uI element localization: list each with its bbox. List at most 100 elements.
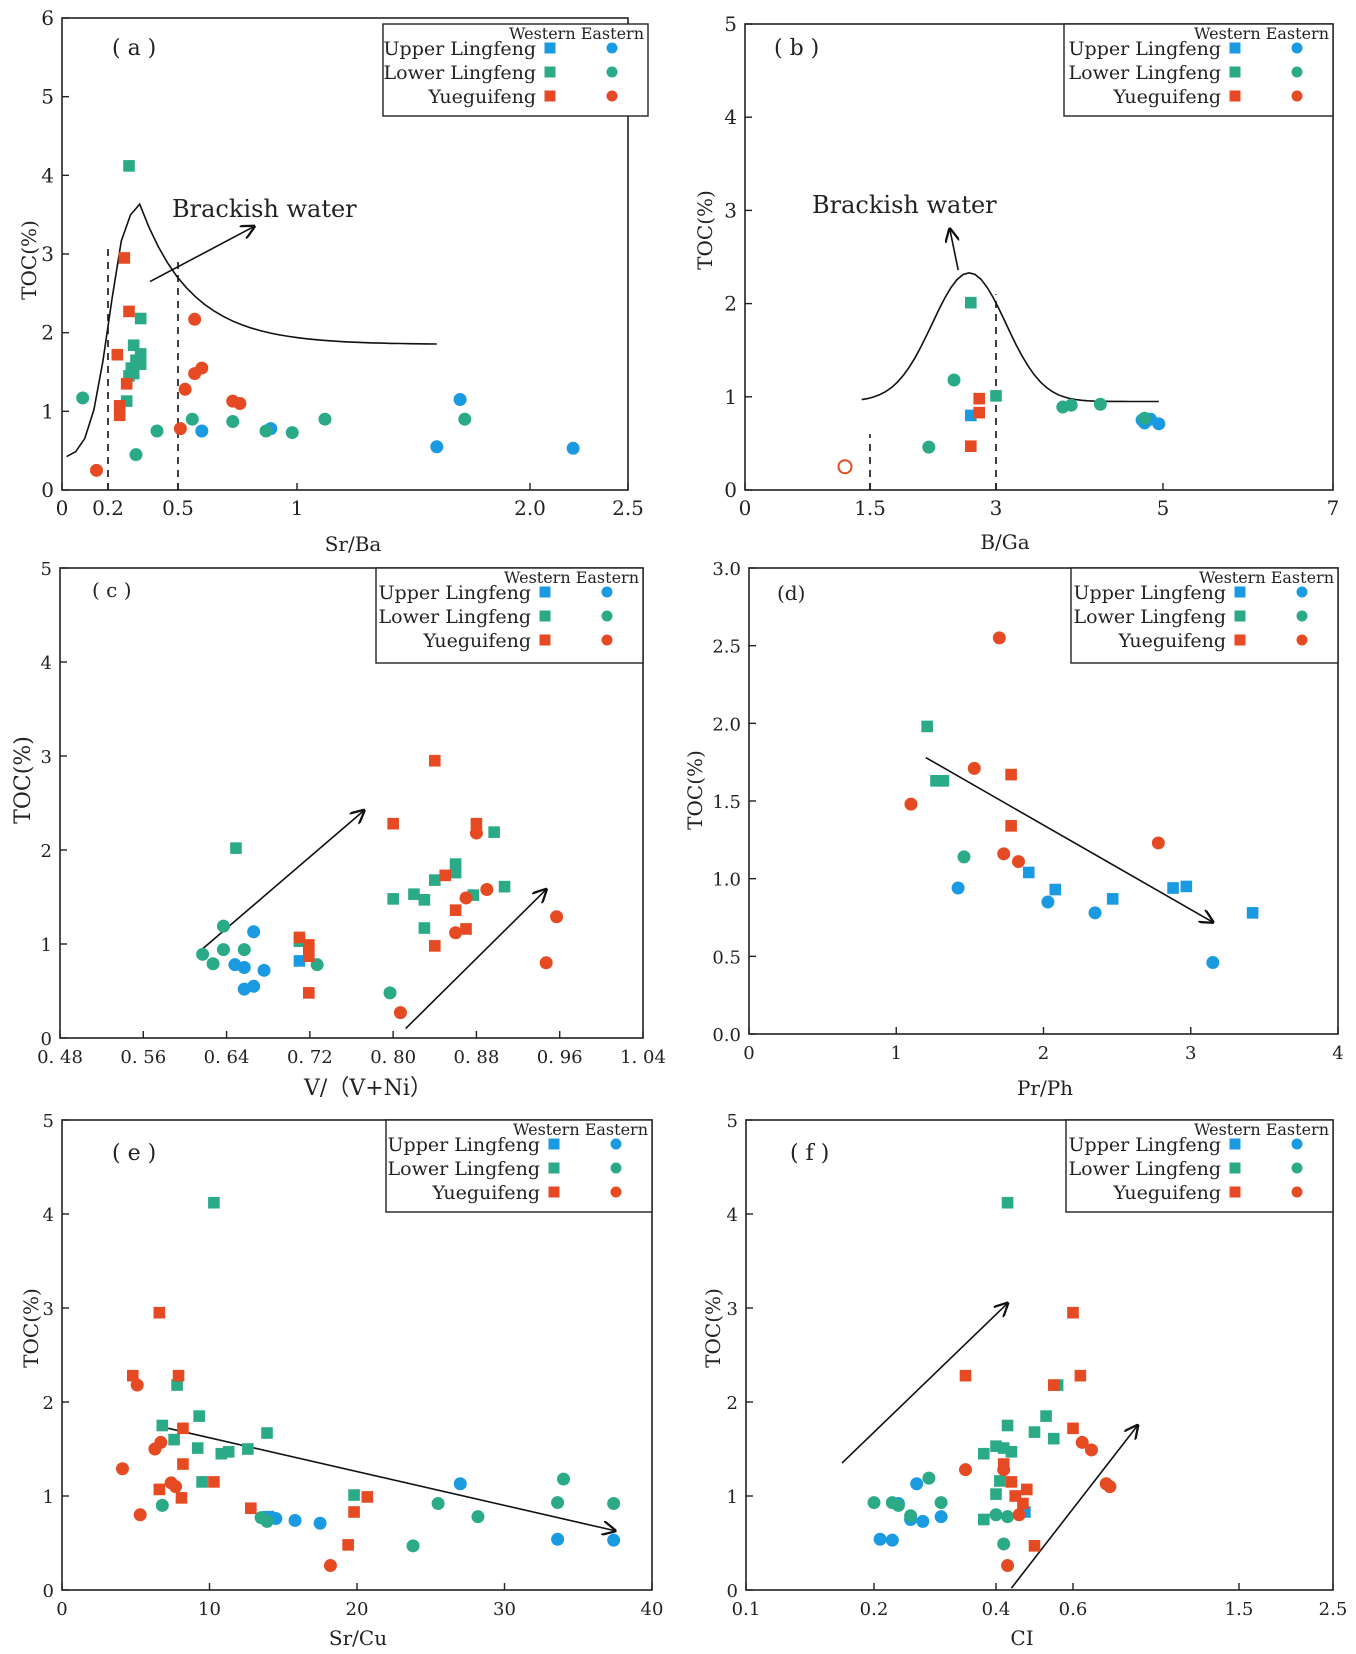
point-yue-eastern [188, 312, 202, 326]
y-tick-label: 3 [41, 242, 54, 266]
point-lower-eastern [471, 1510, 485, 1524]
point-upper-eastern [247, 925, 261, 939]
legend-marker-eastern [601, 610, 613, 622]
legend-box [1063, 23, 1334, 117]
point-yue-western [460, 923, 472, 935]
y-axis-label: TOC(%) [19, 1288, 43, 1368]
legend-marker-western [1229, 42, 1241, 54]
x-tick-label: 0 [743, 1043, 754, 1064]
legend-marker-western [548, 1162, 560, 1174]
legend-header: Western Eastern [509, 24, 644, 43]
x-tick-label: 1.5 [854, 496, 886, 520]
x-tick-label: 2.0 [514, 496, 546, 520]
plot-frame [59, 567, 644, 1039]
legend-marker-western [1229, 1186, 1241, 1198]
legend-marker-western [544, 66, 556, 78]
point-lower-eastern [318, 412, 332, 426]
point-lower-western [467, 889, 480, 901]
point-upper-eastern [1152, 417, 1166, 431]
x-tick-label: 0. 96 [537, 1047, 583, 1068]
point-lower-western [193, 1410, 205, 1422]
point-upper-eastern [257, 963, 271, 977]
legend-marker-western [1234, 610, 1246, 622]
point-upper-eastern [237, 961, 251, 974]
legend-marker-western [1229, 1162, 1241, 1174]
point-yue-eastern [459, 891, 473, 905]
x-tick-label: 0.5 [162, 496, 194, 520]
point-yue-western [428, 940, 441, 952]
point-yue-western [120, 378, 133, 390]
point-upper-eastern [1088, 906, 1102, 920]
x-tick-label: 1.5 [1225, 1599, 1254, 1620]
point-yue-western [177, 1458, 189, 1470]
legend-label: Lower Lingfeng [384, 62, 536, 84]
x-axis-label: Sr/Ba [325, 532, 382, 556]
point-upper-eastern [873, 1532, 887, 1546]
x-tick-label: 1 [891, 1043, 902, 1064]
legend-marker-western [1229, 66, 1241, 78]
point-lower-western [449, 866, 462, 879]
trend-arrow [925, 756, 1213, 923]
legend-marker-eastern [1296, 610, 1308, 622]
point-yue-western [245, 1502, 257, 1515]
legend-label: Yueguifeng [1112, 86, 1221, 108]
y-tick-label: 2 [724, 292, 737, 316]
y-tick-label: 3 [727, 1299, 738, 1320]
x-tick-label: 0.2 [92, 496, 124, 520]
point-lower-western [937, 775, 950, 787]
point-lower-eastern [260, 1514, 274, 1528]
point-yue-western [177, 1422, 189, 1435]
x-tick-label: 40 [641, 1599, 664, 1620]
point-upper-eastern [313, 1516, 327, 1530]
point-yue-western [973, 406, 985, 419]
point-yue-western [1005, 820, 1017, 832]
point-yue-eastern [323, 1559, 337, 1573]
legend-label: Lower Lingfeng [1074, 606, 1226, 628]
point-yue-western [965, 440, 977, 452]
point-yue-eastern [1012, 1508, 1026, 1522]
x-tick-label: 0 [56, 496, 69, 520]
legend-marker-eastern [606, 42, 618, 54]
legend-label: Lower Lingfeng [388, 1158, 540, 1180]
point-lower-eastern [285, 426, 299, 440]
point-upper-eastern [288, 1513, 302, 1527]
legend-label: Yueguifeng [431, 1182, 540, 1204]
legend-box [382, 23, 649, 117]
point-lower-western [978, 1447, 990, 1460]
point-yue-eastern [992, 631, 1006, 645]
panel-d: (d) Pr/Ph TOC(%) 0 1 2 3 4 0.0 0.5 1.0 1.5 2.0 2.5… [683, 559, 1344, 1100]
point-lower-eastern [185, 412, 199, 426]
point-upper-eastern [1041, 895, 1055, 909]
point-lower-western [171, 1379, 183, 1391]
point-upper-western [293, 955, 306, 967]
x-tick-label: 0 [739, 496, 752, 520]
y-tick-label: 2.0 [712, 714, 741, 735]
point-yue-western [1009, 1490, 1022, 1502]
point-yue-eastern [904, 797, 918, 811]
x-tick-label: 3 [990, 496, 1003, 520]
point-yue-western [439, 869, 451, 882]
point-upper-western [1180, 880, 1193, 893]
legend-marker-western [539, 610, 551, 622]
y-axis-label: TOC(%) [11, 736, 36, 824]
x-tick-label: 0. 56 [120, 1047, 166, 1068]
x-axis-label: Pr/Ph [1017, 1076, 1073, 1100]
point-yue-eastern [169, 1480, 183, 1494]
point-upper-western [1106, 893, 1119, 905]
legend-marker-eastern [610, 1162, 622, 1174]
point-lower-eastern [216, 919, 230, 933]
point-lower-western [208, 1196, 220, 1209]
point-yue-western [342, 1539, 354, 1551]
point-yue-western [127, 1369, 139, 1382]
point-yue-eastern [233, 396, 247, 410]
y-tick-label: 5 [727, 1111, 738, 1132]
point-yue-eastern [178, 382, 192, 396]
y-tick-label: 0 [41, 1029, 52, 1050]
legend-marker-western [1229, 90, 1241, 102]
y-tick-label: 0.5 [712, 947, 741, 968]
y-axis-label: TOC(%) [17, 220, 41, 300]
y-axis-label: TOC(%) [693, 190, 717, 270]
point-lower-western [134, 348, 147, 360]
point-yue-western [1067, 1306, 1079, 1319]
